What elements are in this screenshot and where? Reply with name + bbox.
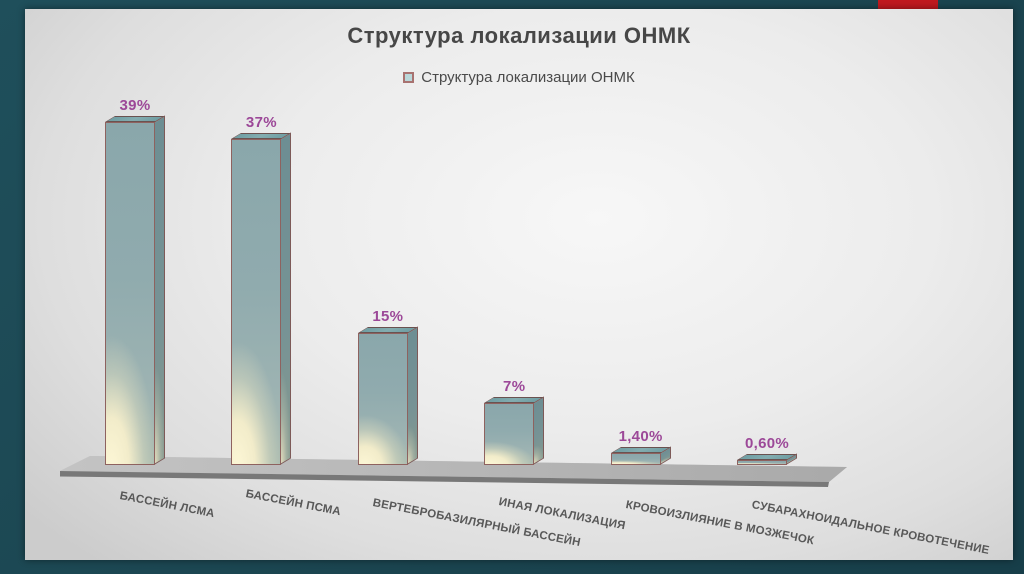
bar-value-label: 39% — [119, 96, 151, 114]
bar-front-face — [737, 459, 787, 465]
bar-column — [105, 115, 165, 465]
bar-column — [357, 326, 418, 465]
slide-frame-accent-bar — [878, 0, 938, 9]
bar-value-label: 1,40% — [618, 427, 663, 445]
bar-value-label: 0,60% — [744, 434, 790, 452]
bar-column — [231, 132, 292, 465]
bar-chart: 39% 37% 15% 7% 1,40% 0,60% БАССЕЙН ЛСМА БАССЕЙ… — [25, 9, 1013, 560]
bar-column — [610, 446, 671, 465]
chart-floor — [60, 456, 847, 487]
bar-front-face — [610, 452, 661, 465]
slide: Структура локализации ОНМК Структура лок… — [25, 9, 1013, 560]
bar-side-face — [406, 326, 418, 465]
bar-front-face — [357, 333, 408, 465]
bar-side-face — [154, 115, 165, 465]
bar-front-face — [484, 403, 535, 465]
bar-column — [484, 396, 545, 465]
bar-front-face — [231, 139, 282, 465]
bar-value-label: 15% — [372, 308, 404, 325]
chart-legend: Структура локализации ОНМК — [25, 67, 1013, 87]
bar-side-face — [280, 132, 292, 465]
bar-front-face — [105, 121, 155, 465]
chart-title: Структура локализации ОНМК — [347, 23, 691, 48]
legend-marker-icon — [403, 71, 415, 83]
bar-column — [737, 453, 797, 465]
legend-label: Структура локализации ОНМК — [421, 68, 635, 86]
bar-value-label: 7% — [503, 378, 526, 396]
bar-value-label: 37% — [245, 114, 277, 132]
bar-side-face — [533, 396, 545, 465]
